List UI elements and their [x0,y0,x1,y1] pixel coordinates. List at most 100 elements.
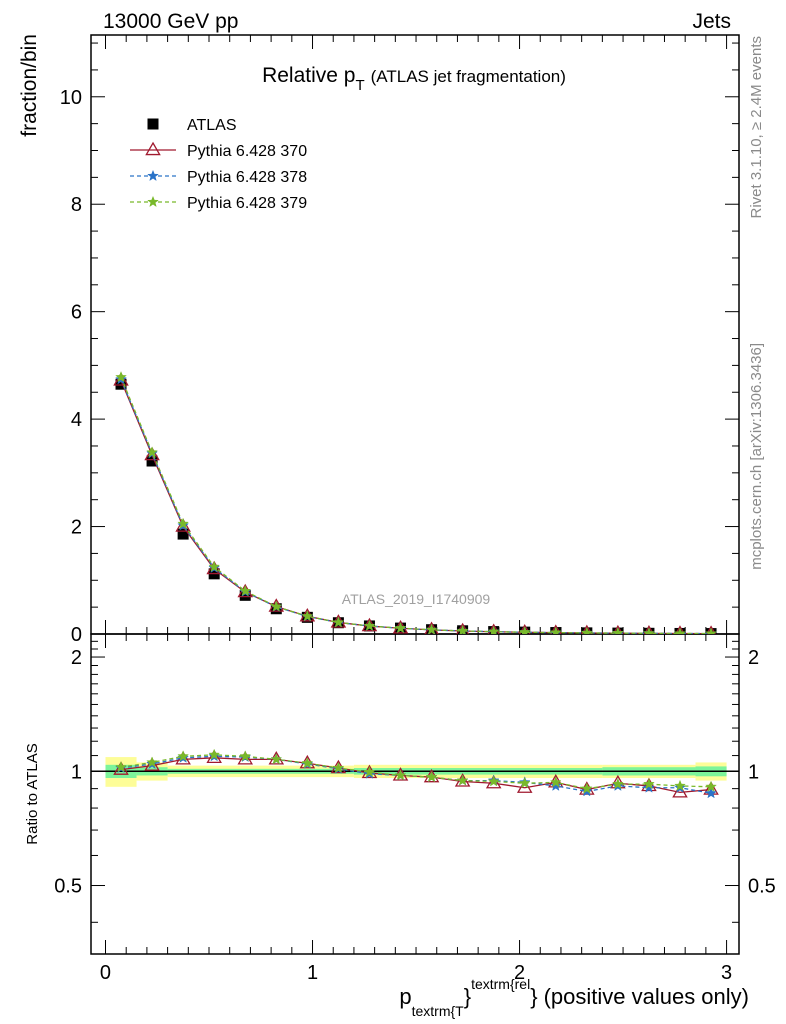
main-y-tick-label: 10 [60,87,82,109]
x-axis-label: ptextrm{T}textrm{rel} (positive values on… [399,976,749,1019]
main-p379-point [518,626,531,634]
x-tick-label: 0 [100,962,111,984]
main-p379-point [146,446,158,458]
main-p370-point [144,446,160,461]
main-y-axis-label: fraction/bin [18,34,41,137]
ratio-y-tick-label-right: 0.5 [748,876,776,898]
legend-atlas-label: ATLAS [187,117,237,134]
main-p379-point [456,624,469,634]
ratio-p379-point [115,760,127,773]
main-y-tick-label: 8 [71,194,82,216]
ratio-p379-point [674,779,686,791]
header-process: 13000 GeV pp [103,10,238,33]
ratio-p379-point [487,775,500,787]
ratio-p379-point [705,780,717,792]
ratio-p370-point [672,784,688,798]
x-tick-label: 2 [514,962,525,984]
ratio-p379-point [580,782,593,794]
ratio-p370-point [144,757,160,771]
main-p379-point [580,626,593,634]
x-label-subscript: textrm{T [412,1003,465,1019]
main-y-tick-label: 6 [71,302,82,324]
ratio-y-tick-label: 1 [71,761,82,783]
main-p379-point [611,626,624,634]
ratio-p379-point [270,753,283,765]
main-p379-point [363,619,376,631]
main-p379-point [674,627,686,634]
ratio-p379-point [363,765,376,778]
ratio-p378-point [549,779,562,791]
main-p379-point [115,370,127,383]
ratio-p379-point [456,774,469,786]
legend-p378-marker [147,169,159,182]
plot-title-suffix: (ATLAS jet fragmentation) [371,67,566,86]
legend: ATLAS Pythia 6.428 370 Pythia 6.428 378 Pyt… [130,117,307,212]
x-label-brace-2: } [530,984,537,1009]
ratio-p378-point [643,781,655,793]
ratio-p379-point [332,761,345,774]
rivet-label: Rivet 3.1.10, ≥ 2.4M events [748,36,765,219]
x-label-brace-1: } [464,984,471,1009]
legend-p370-label: Pythia 6.428 370 [187,143,307,160]
legend-p379-label: Pythia 6.428 379 [187,195,307,212]
ratio-p379-point [425,770,438,783]
legend-p379-marker [147,195,159,208]
ratio-p379-line [120,754,712,790]
ratio-p379-point [518,777,531,789]
ratio-p379-point [239,750,252,762]
ratio-p370-point [206,749,222,764]
header-category: Jets [692,10,731,33]
legend-p378-label: Pythia 6.428 378 [187,169,307,186]
ratio-p370-point [113,761,129,775]
main-p379-point [301,610,314,622]
main-p379-point [394,621,407,634]
ratio-p379-point [208,748,221,760]
legend-p370-marker [145,141,161,156]
main-atlas-point [177,528,189,540]
ratio-p379-point [643,777,655,790]
main-y-tick-label: 4 [71,409,82,431]
ratio-y-tick-label-right: 1 [748,761,759,783]
main-y-tick-label: 0 [71,624,82,646]
plot-title-subscript: T [355,77,364,94]
ratio-panel-frame [90,633,740,955]
plot-title: Relative pT (ATLAS jet fragmentation) [262,64,566,94]
x-label-p: p [399,984,411,1009]
main-p379-point [425,623,438,634]
main-p379-point [332,616,345,628]
main-p379-point [643,627,655,634]
main-p379-line [120,376,712,634]
mcplots-label: mcplots.cern.ch [arXiv:1306.3436] [748,343,765,570]
main-series-layer [113,370,717,634]
legend-atlas-marker [147,118,159,130]
x-label-superscript: textrm{rel [471,976,530,992]
ratio-p379-point [394,769,407,781]
main-p379-point [549,626,562,634]
ratio-y-tick-label: 2 [71,647,82,669]
plot-title-main: Relative p [262,64,355,87]
main-y-tick-label: 2 [71,517,82,539]
main-p379-point [177,517,190,529]
x-tick-label: 3 [721,962,732,984]
ratio-p379-point [611,777,624,790]
main-p379-point [487,625,500,634]
ratio-y-tick-label-right: 2 [748,647,759,669]
main-p379-point [705,627,717,634]
main-p379-point [239,584,252,597]
main-atlas-point [115,378,127,390]
main-p379-point [270,600,283,612]
x-label-suffix: (positive values only) [544,984,749,1009]
ratio-p379-point [301,757,314,769]
main-atlas-point [146,455,158,467]
ratio-p379-point [549,776,562,788]
ratio-p370-point [237,751,254,765]
ratio-p378-point [705,787,717,799]
ratio-p379-point [146,756,158,768]
ratio-series-layer [113,748,719,799]
main-atlas-point [239,589,251,601]
main-p379-point [208,560,221,572]
ratio-p379-point [177,750,190,762]
x-tick-label: 1 [307,962,318,984]
